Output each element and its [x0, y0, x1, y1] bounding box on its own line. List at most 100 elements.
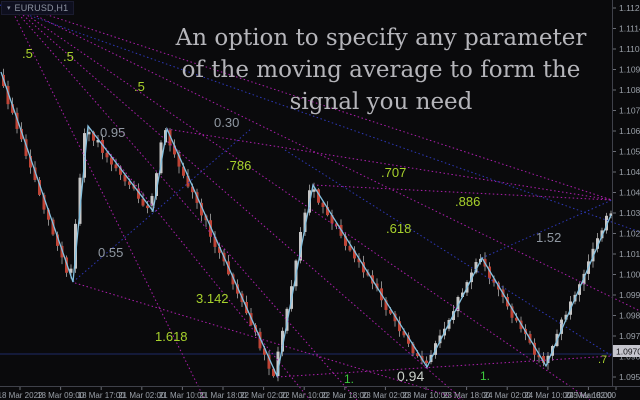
candle-bear [542, 355, 545, 363]
price-tick-label: 1.10405 [619, 188, 640, 198]
candle-bear [402, 331, 406, 336]
candle-bull [74, 223, 77, 269]
candle-bull [596, 238, 599, 249]
ratio-label: 1.618 [155, 329, 188, 344]
trendline-navy [0, 4, 640, 233]
candle-bull [303, 212, 307, 232]
price-tick-label: 1.11145 [619, 24, 640, 34]
time-tick-label: 23 Mar 02:00 [362, 391, 410, 400]
candle-bear [213, 236, 217, 247]
candle-bear [33, 167, 37, 180]
symbol-badge[interactable]: ▾ EURUSD,H1 [1, 1, 75, 15]
price-tick-label: 1.10310 [619, 208, 640, 218]
candle-bear [173, 145, 176, 155]
time-tick-label: 24 Mar 10:00 [524, 391, 572, 400]
candle-bull [87, 131, 91, 135]
candle-bear [218, 246, 221, 253]
candle-bear [353, 250, 356, 259]
dropdown-icon: ▾ [7, 4, 11, 12]
ratio-label: 0.95 [100, 125, 125, 140]
current-price-badge [613, 345, 640, 357]
candle-bear [537, 354, 541, 358]
candle-bear [141, 198, 145, 206]
candle-bear [191, 186, 194, 193]
candle-bear [510, 306, 514, 318]
price-tick-label: 1.10775 [619, 106, 640, 116]
candle-bear [186, 175, 190, 187]
trendline-magenta [7, 1, 591, 400]
trendline-magenta [7, 1, 464, 400]
price-tick-label: 1.10030 [619, 270, 640, 280]
price-tick-label: 1.09570 [619, 372, 640, 382]
candle-bull [605, 215, 608, 231]
ratio-label: 0.94 [397, 368, 424, 384]
candle-bear [348, 245, 352, 251]
time-tick-label: 21 Mar 10:00 [159, 391, 207, 400]
price-tick-label: 1.11240 [619, 3, 640, 13]
ratio-label: 1.52 [536, 230, 561, 245]
candle-bull [474, 262, 478, 273]
ratio-label: .7 [598, 354, 607, 366]
time-tick-label: 24 Mar 18:00 [565, 391, 613, 400]
ratio-label: .5 [134, 79, 145, 94]
time-tick-label: 24 Mar 02:00 [484, 391, 532, 400]
time-tick-label: 23 Mar 18:00 [443, 391, 491, 400]
time-tick-label: 22 Mar 10:00 [281, 391, 329, 400]
candle-bear [272, 368, 275, 377]
trendline-magenta [74, 282, 461, 400]
candle-bull [438, 335, 442, 344]
price-tick-label: 1.11050 [619, 44, 640, 54]
candle-bear [258, 331, 262, 349]
price-tick-label: 1.10125 [619, 249, 640, 259]
time-tick-label: 22 Mar 18:00 [321, 391, 369, 400]
candle-bear [20, 128, 23, 140]
candle-bear [200, 202, 203, 216]
candle-bear [263, 348, 266, 355]
candle-bull [312, 189, 316, 192]
candle-bear [425, 360, 428, 364]
candle-bear [6, 86, 10, 105]
candle-bear [335, 223, 338, 226]
candle-bear [533, 342, 536, 355]
time-tick-label: 25 Mar 02:00 [569, 391, 617, 400]
time-tick-label: 21 Mar 02:00 [118, 391, 166, 400]
trendline-navy [284, 149, 613, 357]
time-tick-label: 18 Mar 17:00 [78, 391, 126, 400]
price-tick-label: 1.09845 [619, 311, 640, 321]
candle-bull [609, 213, 613, 216]
candle-bear [209, 220, 212, 237]
candle-bull [78, 177, 82, 224]
ratio-label: 3.142 [196, 291, 229, 306]
candle-bull [69, 268, 73, 273]
candle-bear [384, 300, 388, 310]
ratio-label: .618 [386, 221, 411, 236]
trendline-magenta [312, 184, 613, 201]
candle-bull [150, 195, 154, 206]
candle-bear [123, 174, 127, 182]
symbol-label: EURUSD,H1 [14, 3, 69, 13]
candle-bear [24, 139, 28, 156]
candle-bear [38, 179, 41, 195]
candle-bear [407, 335, 410, 344]
time-tick-label: 21 Mar 18:00 [199, 391, 247, 400]
ratio-label: .886 [455, 194, 480, 209]
trendline-magenta [7, 1, 640, 312]
candle-bear [393, 313, 397, 322]
candle-bear [29, 155, 32, 168]
candle-bear [47, 209, 50, 220]
price-tick-label: 1.10960 [619, 65, 640, 75]
candle-bear [389, 309, 392, 314]
ratio-label: 0.55 [98, 245, 123, 260]
candle-bull [564, 314, 568, 320]
candle-bear [182, 166, 185, 176]
price-tick-label: 1.10220 [619, 229, 640, 239]
ratio-label: 0.30 [214, 115, 239, 130]
candle-bear [488, 266, 491, 279]
candle-bear [317, 189, 320, 203]
price-tick-label: 1.10590 [619, 147, 640, 157]
candle-bull [281, 330, 284, 352]
candle-bear [344, 235, 347, 246]
